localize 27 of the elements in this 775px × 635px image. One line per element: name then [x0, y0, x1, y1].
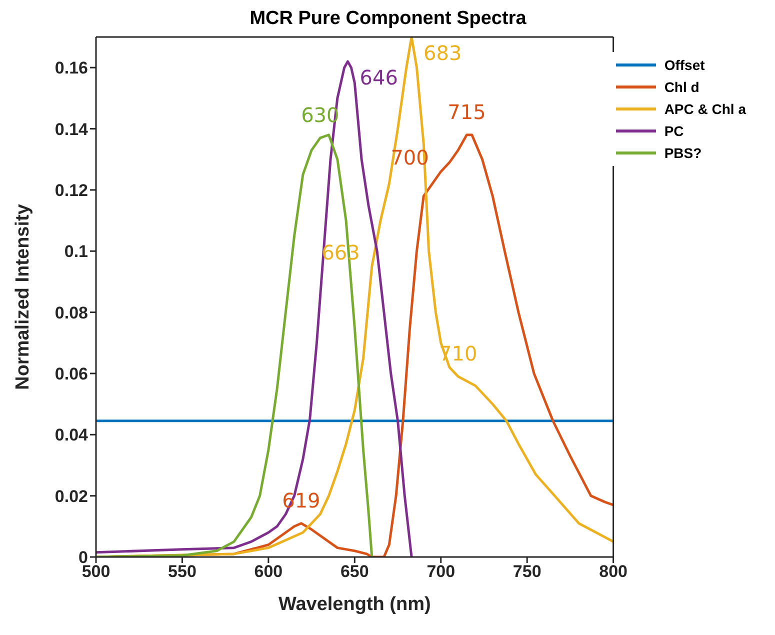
annotation: 715: [448, 100, 486, 124]
x-tick-label: 600: [254, 562, 283, 582]
legend-label: PBS?: [664, 145, 702, 161]
x-tick-label: 800: [599, 562, 628, 582]
legend-label: APC & Chl a: [664, 101, 746, 117]
y-tick-label: 0.08: [54, 303, 88, 322]
legend-label: PC: [664, 123, 684, 139]
x-tick-label: 750: [512, 562, 542, 582]
annotation: 683: [424, 41, 462, 66]
annotation: 646: [360, 66, 398, 90]
y-tick-label: 0.04: [54, 426, 89, 445]
line-series: [96, 134, 374, 557]
y-axis-title: Normalized Intensity: [12, 204, 34, 390]
y-tick-label: 0.16: [54, 58, 88, 78]
y-tick-label: 0.06: [54, 364, 88, 384]
x-tick-label: 550: [168, 562, 196, 582]
legend-label: Chl d: [664, 79, 700, 95]
y-tick-label: 0.14: [54, 120, 89, 139]
x-tick-label: 500: [82, 562, 110, 582]
legend-label: Offset: [664, 57, 705, 73]
x-tick-label: 650: [340, 562, 369, 582]
y-tick-label: 0.02: [54, 486, 88, 506]
y-tick-label: 0.1: [64, 242, 88, 262]
y-tick-label: 0.12: [54, 180, 88, 200]
x-tick-label: 700: [426, 562, 456, 582]
chart-title: MCR Pure Component Spectra: [248, 8, 528, 31]
x-axis-title: Wavelength (nm): [278, 594, 431, 615]
